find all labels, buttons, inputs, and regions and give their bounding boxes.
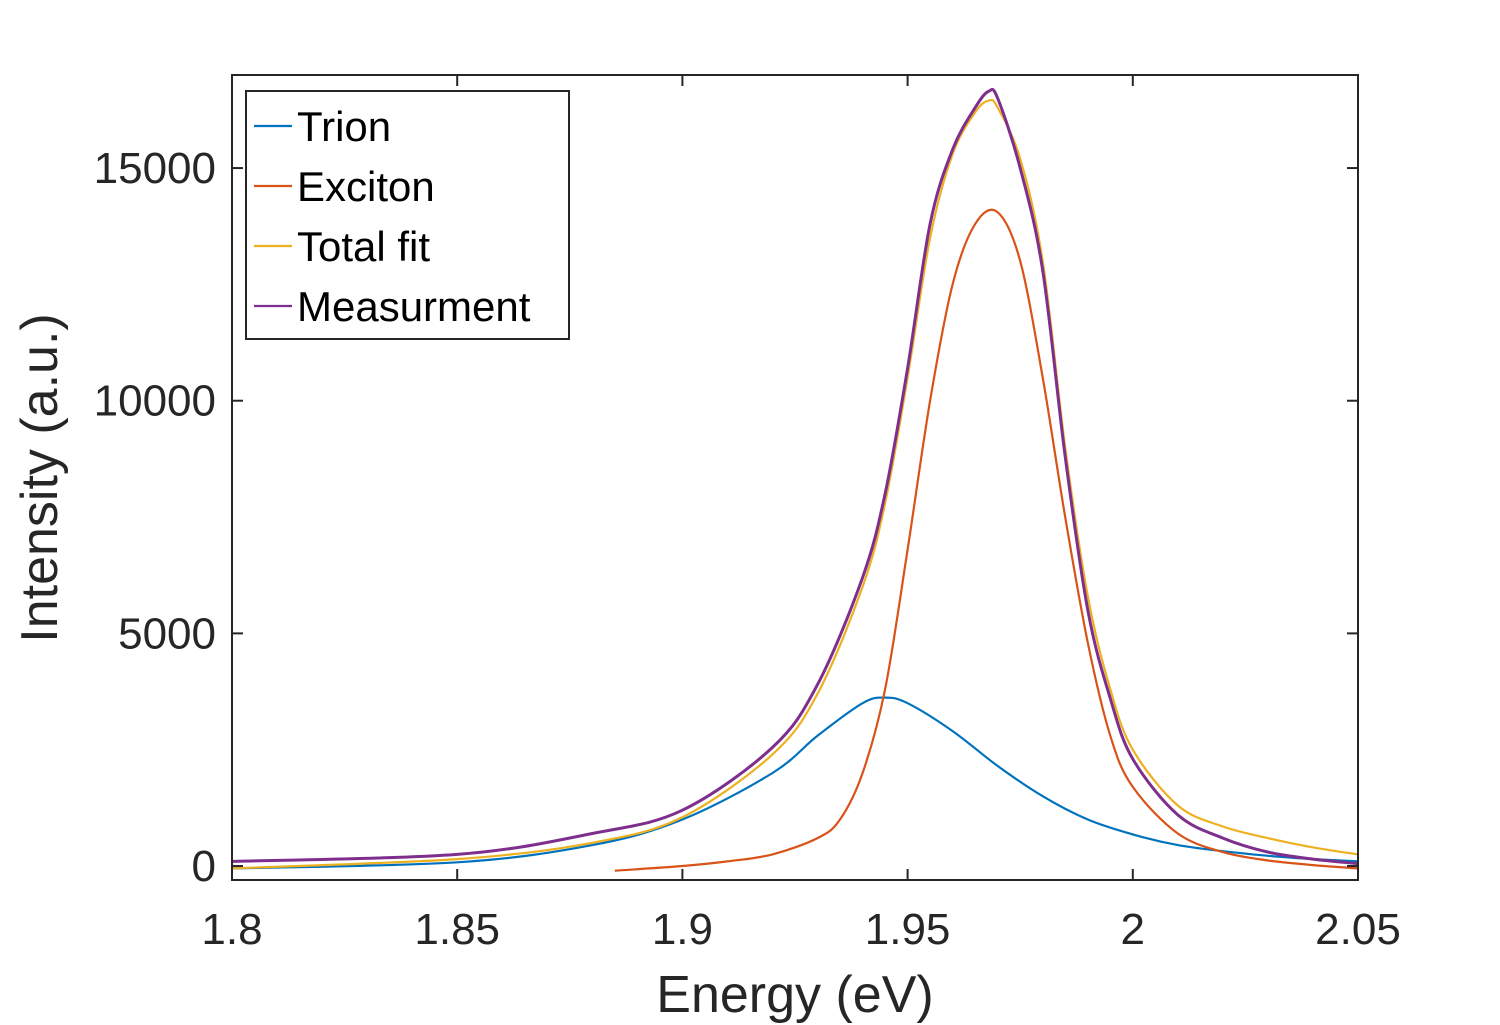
legend: Trion Exciton Total fit Measurment xyxy=(245,90,570,340)
x-tick-label: 1.8 xyxy=(201,905,262,954)
legend-label: Exciton xyxy=(297,163,435,210)
x-tick-label: 2.05 xyxy=(1315,905,1401,954)
x-axis-title: Energy (eV) xyxy=(656,966,933,1024)
ticks-layer: 1.8 1.85 1.9 1.95 2 2.05 0 5000 10000 15000 xyxy=(94,75,1401,954)
x-tick-label: 1.9 xyxy=(652,905,713,954)
legend-box xyxy=(245,90,570,340)
y-tick-label: 10000 xyxy=(94,377,216,426)
series-line-total-fit xyxy=(231,98,1359,870)
y-tick-label: 15000 xyxy=(94,144,216,193)
x-tick-label: 1.95 xyxy=(865,905,951,954)
x-tick-label: 2 xyxy=(1121,905,1145,954)
series-line-exciton xyxy=(614,208,1359,872)
series-line-measurment xyxy=(231,87,1359,866)
y-tick-label: 0 xyxy=(192,842,216,891)
x-tick-label: 1.85 xyxy=(414,905,500,954)
legend-label: Measurment xyxy=(297,283,531,330)
legend-label: Trion xyxy=(297,103,391,150)
plot-frame xyxy=(231,74,1359,881)
legend-label: Total fit xyxy=(297,223,430,270)
series-layer xyxy=(231,87,1359,872)
y-axis-title: Intensity (a.u.) xyxy=(11,313,69,642)
y-tick-label: 5000 xyxy=(118,609,216,658)
